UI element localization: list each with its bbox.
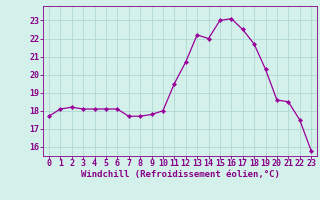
X-axis label: Windchill (Refroidissement éolien,°C): Windchill (Refroidissement éolien,°C) — [81, 170, 279, 179]
